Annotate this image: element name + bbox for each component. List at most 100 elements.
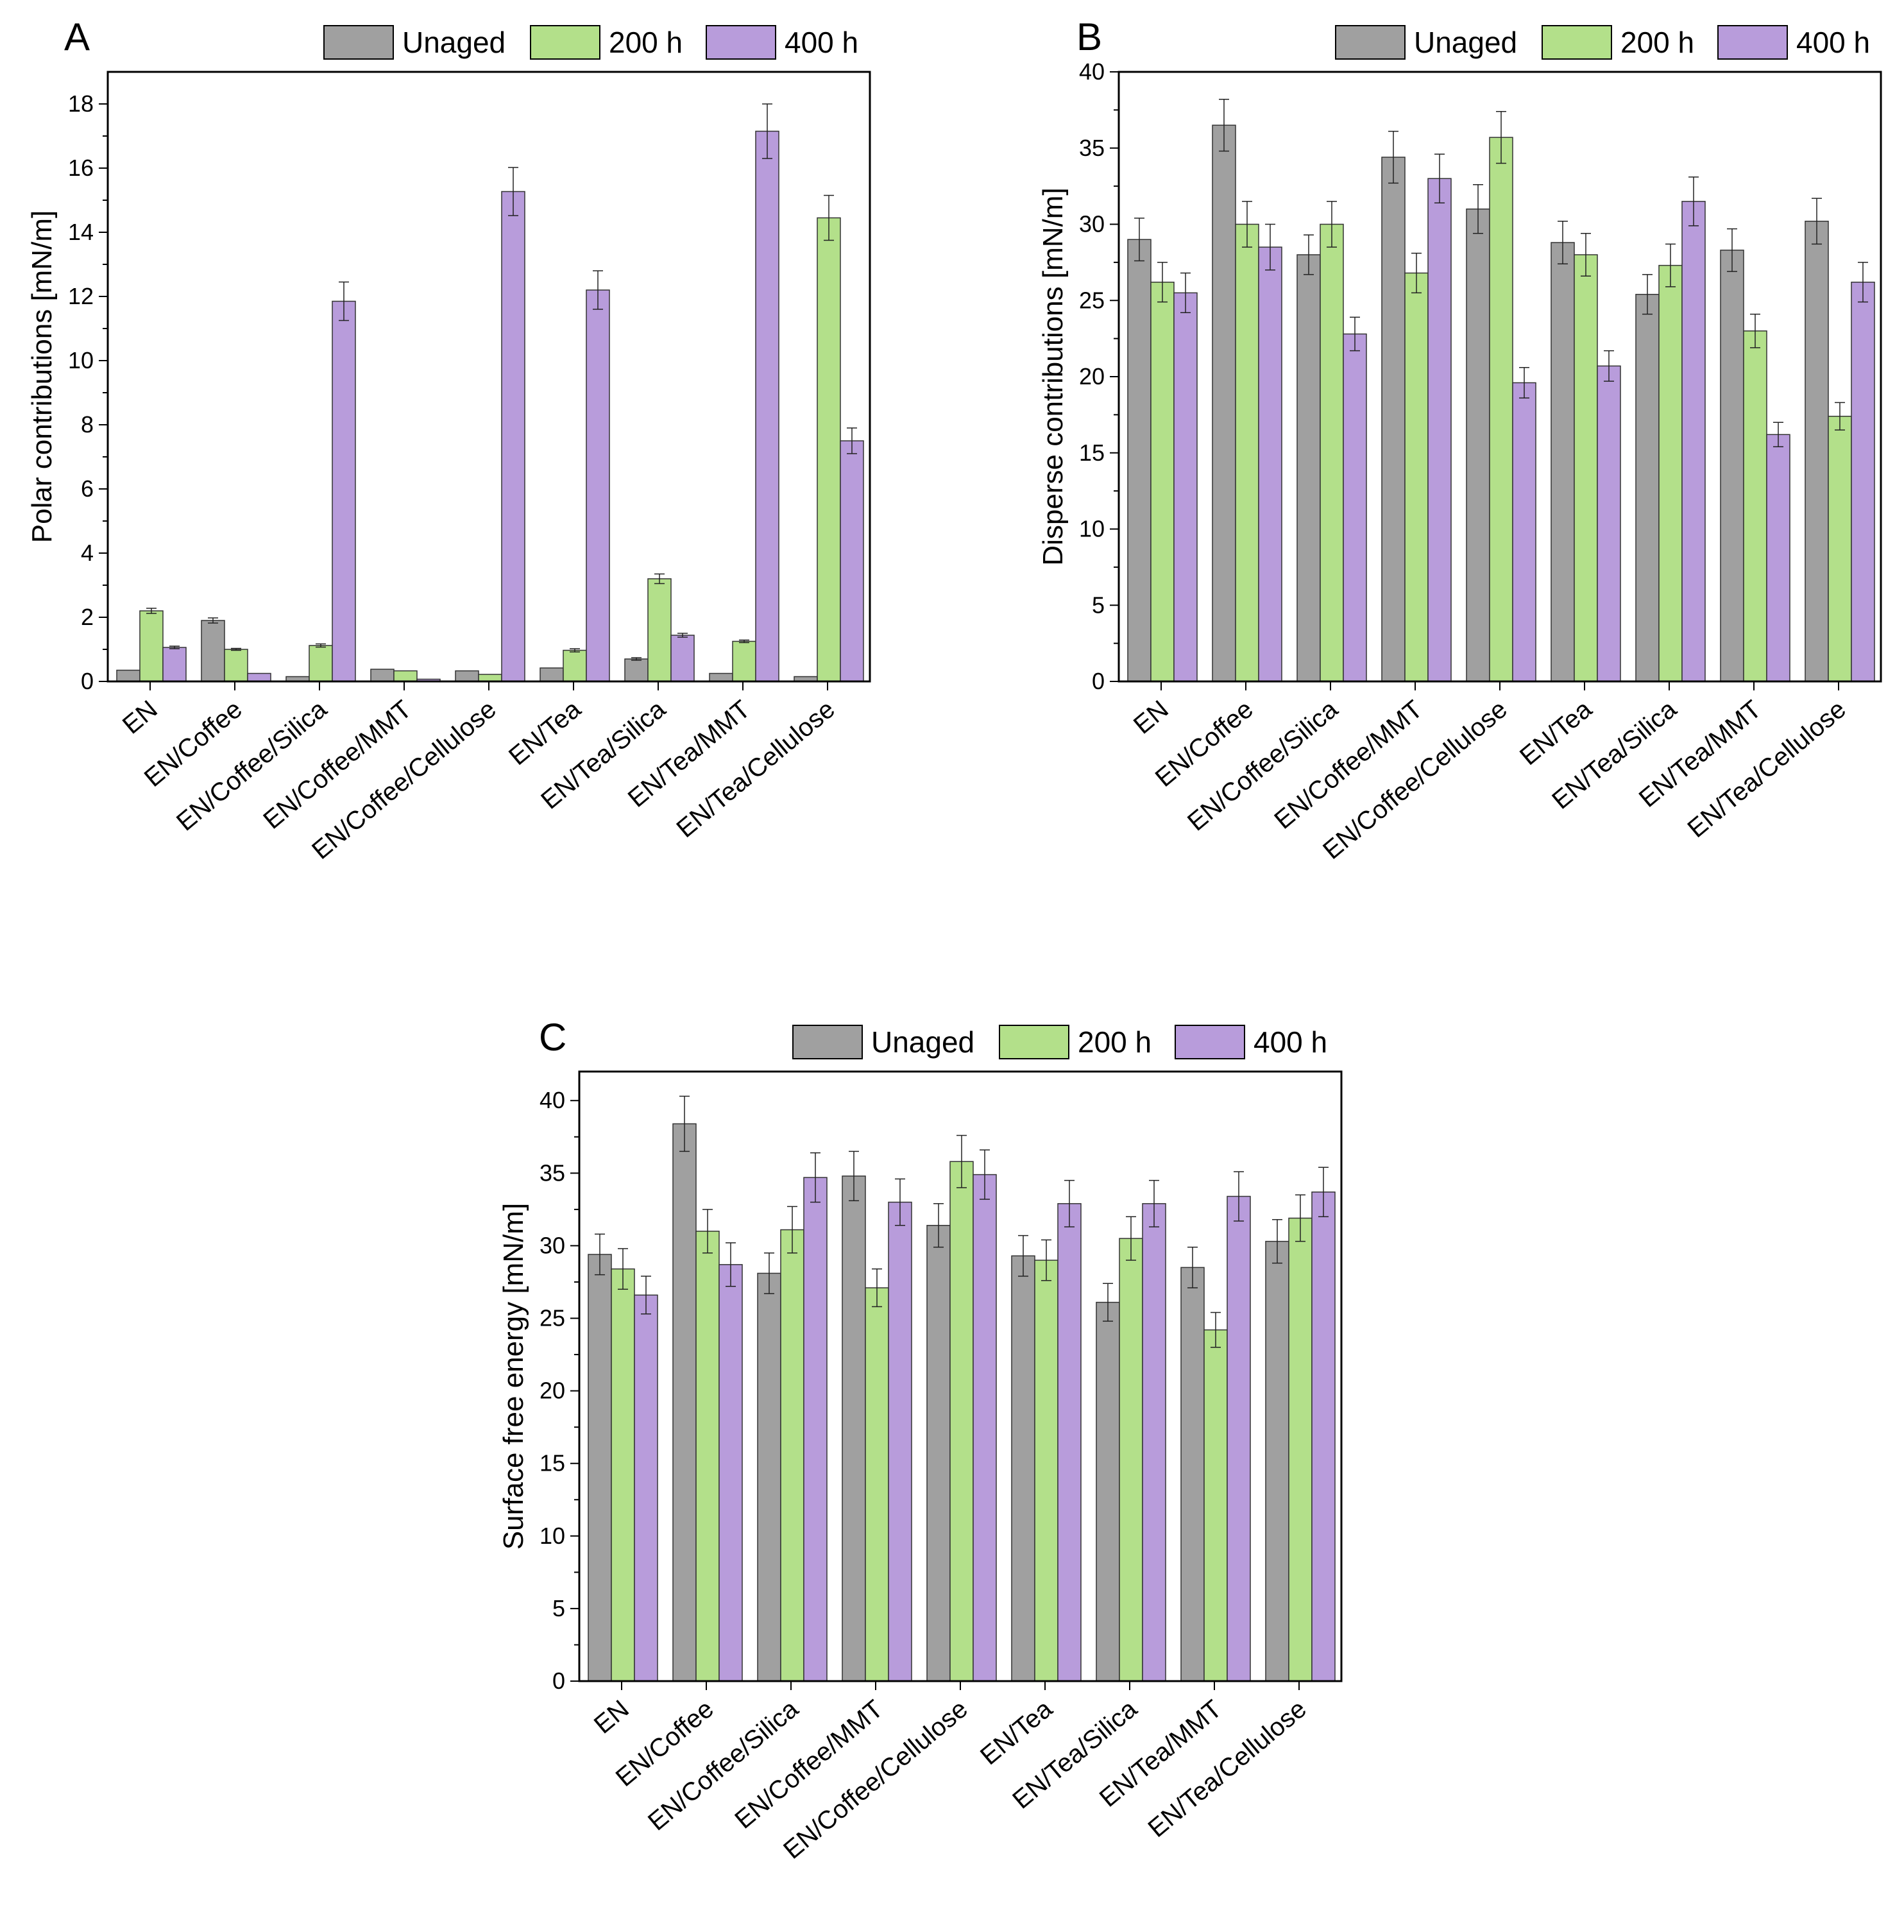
bar-c-en-coffee-cellulose-200-h: [949, 1161, 974, 1682]
bar-c-en-coffee-cellulose-400-h: [973, 1174, 997, 1682]
bar-c-en-tea-silica-400-h: [1142, 1203, 1166, 1682]
panel-letter-b: B: [1076, 15, 1102, 58]
bar-c-en-coffee-unaged: [672, 1123, 697, 1682]
bar-a-en-coffee-mmt-unaged: [370, 669, 395, 682]
bar-b-en-tea-silica-200-h: [1658, 264, 1683, 682]
y-tick-label: 14: [68, 219, 94, 245]
legend-label-400-h: 400 h: [1254, 1025, 1327, 1059]
bar-b-en-tea-mmt-200-h: [1743, 330, 1767, 682]
legend-label-unaged: Unaged: [1414, 26, 1517, 59]
bar-a-en-tea-mmt-200-h: [732, 640, 756, 682]
bar-a-en-tea-mmt-unaged: [709, 672, 733, 682]
y-tick-label: 4: [81, 540, 94, 566]
x-tick-label-en-tea-cellulose: EN/Tea/Cellulose: [1143, 1695, 1311, 1843]
x-tick-label-en: EN: [117, 695, 163, 739]
y-tick-label: 12: [68, 283, 94, 309]
y-tick-label: 5: [552, 1595, 565, 1621]
x-tick-label-en-coffee-mmt: EN/Coffee/MMT: [729, 1695, 888, 1834]
y-tick-label: 15: [540, 1450, 565, 1476]
y-tick-label: 0: [1092, 668, 1105, 694]
chart-panel-b: B Unaged 200 h 400 h 0 5 10 15 20 25 30 35 40 Dispers…: [1037, 15, 1882, 865]
bar-a-en-tea-mmt-400-h: [755, 130, 779, 682]
y-tick-label: 6: [81, 475, 94, 502]
legend-label-200-h: 200 h: [1078, 1025, 1152, 1059]
legend-swatch-400-h: [1175, 1025, 1245, 1059]
plot-frame-a: [106, 71, 871, 683]
bar-c-en-tea-400-h: [1057, 1203, 1082, 1682]
y-tick-label: 15: [1079, 440, 1105, 466]
y-axis-label-c: Surface free energy [mN/m]: [498, 1203, 529, 1550]
bar-c-en-tea-200-h: [1034, 1260, 1058, 1682]
bar-b-en-coffee-cellulose-unaged: [1466, 209, 1490, 682]
bar-c-en-coffee-200-h: [695, 1231, 720, 1682]
bar-a-en-400-h: [162, 647, 187, 682]
bar-a-en-coffee-silica-200-h: [309, 645, 333, 682]
legend-label-200-h: 200 h: [609, 26, 683, 59]
x-tick-label-en-tea: EN/Tea: [504, 695, 586, 771]
x-tick-label-en-coffee-silica: EN/Coffee/Silica: [1182, 695, 1343, 837]
bar-c-en-coffee-silica-400-h: [803, 1177, 828, 1682]
y-tick-label: 20: [540, 1378, 565, 1404]
legend-swatch-400-h: [706, 25, 776, 60]
bar-a-en-tea-silica-400-h: [670, 635, 695, 682]
y-tick-label: 5: [1092, 592, 1105, 618]
y-tick-label: 18: [68, 90, 94, 117]
bar-b-en-coffee-cellulose-200-h: [1489, 137, 1513, 682]
chart-panel-a: A Unaged 200 h 400 h 0 2 4 6 8 10 12 14 16 18 Polar co…: [26, 15, 871, 865]
x-tick-label-en-coffee-silica: EN/Coffee/Silica: [643, 1695, 804, 1836]
bar-b-en-400-h: [1173, 292, 1198, 682]
y-tick-label: 30: [1079, 211, 1105, 237]
bar-b-en-unaged: [1127, 239, 1152, 682]
bar-b-en-coffee-unaged: [1212, 124, 1236, 682]
bar-c-en-200-h: [611, 1268, 635, 1682]
y-tick-label: 35: [1079, 135, 1105, 161]
x-tick-label-en-tea: EN/Tea: [1515, 695, 1597, 771]
y-tick-label: 0: [552, 1668, 565, 1694]
x-tick-label-en-coffee-mmt: EN/Coffee/MMT: [258, 695, 416, 835]
legend-label-400-h: 400 h: [785, 26, 858, 59]
bar-b-en-coffee-200-h: [1235, 223, 1259, 682]
bar-b-en-coffee-mmt-unaged: [1381, 157, 1406, 682]
bar-c-en-tea-cellulose-400-h: [1311, 1191, 1336, 1682]
plot-frame-b: [1118, 71, 1882, 683]
legend-swatch-unaged: [323, 25, 394, 60]
bar-c-en-coffee-mmt-unaged: [842, 1175, 866, 1682]
bar-c-en-tea-mmt-400-h: [1227, 1195, 1251, 1682]
x-tick-label-en: EN: [589, 1695, 634, 1739]
bar-b-en-tea-cellulose-unaged: [1805, 221, 1829, 682]
y-tick-label: 8: [81, 411, 94, 438]
legend-swatch-200-h: [530, 25, 600, 60]
y-tick-label: 10: [68, 347, 94, 373]
y-tick-label: 0: [81, 668, 94, 694]
bar-a-en-tea-200-h: [563, 649, 587, 682]
bar-c-en-tea-silica-200-h: [1119, 1238, 1143, 1682]
bar-c-en-tea-mmt-unaged: [1180, 1267, 1205, 1682]
bar-b-en-coffee-silica-400-h: [1343, 333, 1367, 682]
bar-a-en-200-h: [139, 610, 164, 682]
legend-swatch-unaged: [1335, 25, 1406, 60]
bar-b-en-tea-mmt-400-h: [1766, 434, 1790, 682]
bar-a-en-tea-silica-unaged: [624, 658, 649, 682]
panel-letter-c: C: [539, 1016, 566, 1059]
bar-c-en-tea-unaged: [1011, 1255, 1035, 1682]
bar-a-en-coffee-cellulose-unaged: [455, 670, 479, 682]
bar-c-en-coffee-silica-200-h: [780, 1229, 804, 1682]
x-tick-label-en-tea-cellulose: EN/Tea/Cellulose: [1682, 695, 1851, 843]
bar-b-en-tea-mmt-unaged: [1720, 250, 1744, 682]
panel-letter-a: A: [64, 15, 90, 58]
bar-c-en-tea-cellulose-unaged: [1265, 1240, 1289, 1682]
bar-b-en-coffee-cellulose-400-h: [1512, 382, 1536, 682]
bar-b-en-coffee-400-h: [1258, 246, 1282, 682]
bar-c-en-tea-mmt-200-h: [1203, 1329, 1228, 1682]
bar-b-en-200-h: [1150, 282, 1175, 682]
bar-b-en-tea-silica-unaged: [1635, 294, 1660, 682]
bar-b-en-coffee-mmt-200-h: [1404, 272, 1429, 682]
y-tick-label: 35: [540, 1159, 565, 1186]
y-tick-label: 25: [1079, 287, 1105, 313]
bar-b-en-coffee-silica-unaged: [1296, 254, 1321, 682]
y-tick-label: 25: [540, 1305, 565, 1331]
bar-b-en-tea-unaged: [1551, 242, 1575, 682]
y-tick-label: 10: [540, 1523, 565, 1549]
bar-c-en-coffee-400-h: [718, 1264, 743, 1682]
